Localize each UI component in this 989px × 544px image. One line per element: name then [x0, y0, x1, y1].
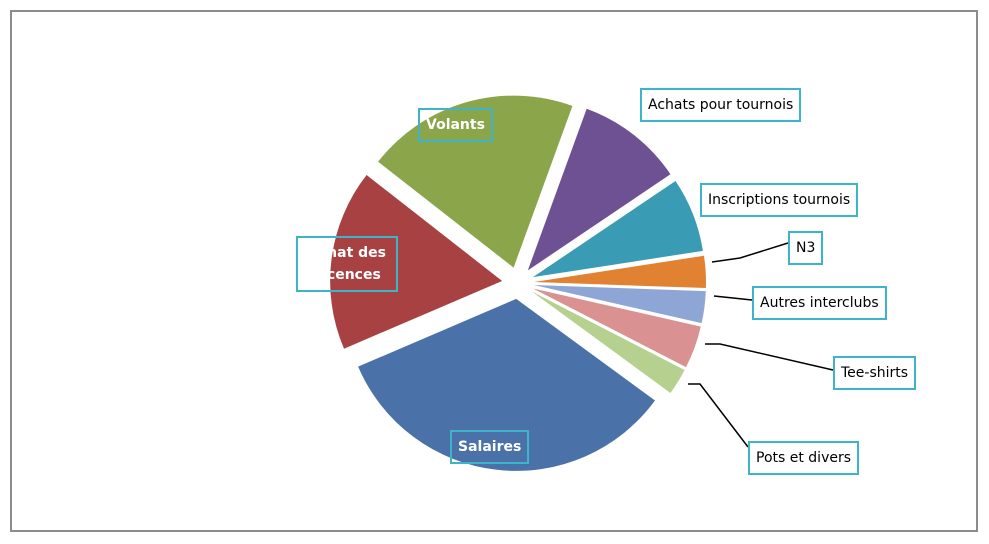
pie-slice	[330, 175, 503, 349]
pie-slice	[378, 95, 573, 268]
chart-frame: Volants Achats pour tournois Inscriptions …	[10, 10, 978, 532]
slice-label: Volants	[418, 108, 493, 142]
slice-label: Tee-shirts	[833, 356, 917, 390]
pie-slice	[358, 298, 655, 471]
slice-label: Achat des Licences	[296, 236, 398, 292]
pie-slice	[532, 180, 703, 278]
leader-line	[705, 343, 834, 371]
slice-label: Inscriptions tournois	[700, 183, 859, 217]
slice-label: Pots et divers	[748, 441, 860, 475]
slice-label: Salaires	[450, 430, 530, 464]
slice-label: N3	[788, 231, 824, 265]
leader-line	[713, 295, 753, 301]
pie-slice	[531, 291, 685, 393]
leader-line	[688, 383, 749, 448]
pie-slice	[533, 285, 706, 324]
pie-slice	[527, 108, 671, 271]
leader-line	[711, 242, 789, 263]
slice-label: Achats pour tournois	[640, 88, 802, 122]
pie-slice	[533, 255, 706, 289]
slice-label: Autres interclubs	[752, 286, 887, 320]
leader-lines	[688, 242, 834, 448]
pie-slice	[533, 288, 701, 368]
